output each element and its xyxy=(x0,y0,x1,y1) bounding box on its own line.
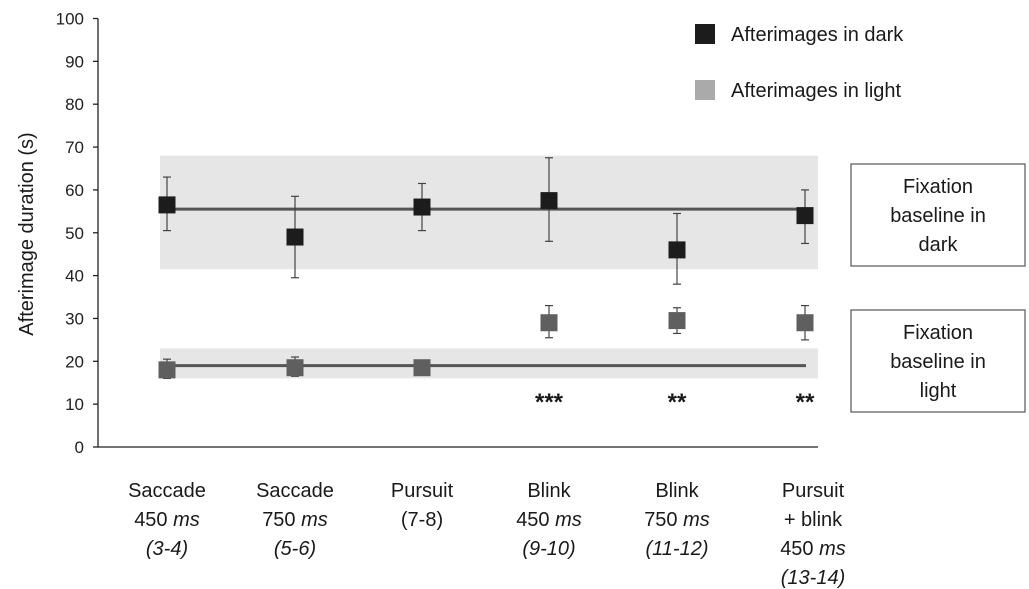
category-label-1-line-1: 750 ms xyxy=(262,509,328,531)
significance-annotations: *** ** ** xyxy=(535,389,815,416)
legend-swatch-1 xyxy=(695,80,715,100)
category-label-1-line-0: Saccade xyxy=(256,480,334,502)
baseline-box-1-line-2: light xyxy=(920,380,957,402)
category-label-italic: ms xyxy=(301,509,328,531)
marker-s0-c5 xyxy=(796,207,814,225)
marker-s1-c0 xyxy=(158,361,176,379)
marker-s1-c4 xyxy=(668,312,686,330)
legend-swatch-0 xyxy=(695,24,715,44)
y-tick-label-40: 40 xyxy=(65,267,84,286)
category-label-italic: ms xyxy=(173,509,200,531)
marker-s0-c1 xyxy=(286,228,304,246)
category-label-italic: ms xyxy=(683,509,710,531)
category-label-text: 450 xyxy=(516,509,555,531)
baseline-box-0-line-2: dark xyxy=(919,234,959,256)
category-label-italic: (13-14) xyxy=(781,567,845,589)
category-label-3-line-2: (9-10) xyxy=(522,538,575,560)
baseline-box-1 xyxy=(850,309,1026,413)
marker-s1-c1 xyxy=(286,359,304,377)
marker-s1-c3 xyxy=(540,314,558,332)
baseline-box-1-line-0: Fixation xyxy=(903,322,973,344)
significance-mark-2: ** xyxy=(796,389,815,416)
category-label-text: Pursuit xyxy=(782,480,845,502)
category-label-0-line-1: 450 ms xyxy=(134,509,200,531)
y-tick-label-80: 80 xyxy=(65,95,84,114)
category-label-text: 450 xyxy=(780,538,819,560)
category-label-0-line-2: (3-4) xyxy=(146,538,188,560)
baseline-box-0 xyxy=(850,163,1026,267)
marker-s1-c2 xyxy=(413,359,431,377)
legend-label-1: Afterimages in light xyxy=(731,80,902,102)
baseline-box-0-line-1: baseline in xyxy=(890,205,986,227)
category-label-text: + blink xyxy=(784,509,843,531)
category-label-text: 750 xyxy=(262,509,301,531)
category-label-text: 750 xyxy=(644,509,683,531)
baseline-box-0-line-0: Fixation xyxy=(903,176,973,198)
baseline-band-1 xyxy=(160,348,818,379)
category-label-3-line-0: Blink xyxy=(527,480,571,502)
axes: 0 10 20 30 40 50 60 70 80 90 100 xyxy=(56,10,818,457)
category-label-italic: ms xyxy=(819,538,846,560)
baseline-box-1-line-1: baseline in xyxy=(890,351,986,373)
category-label-italic: (3-4) xyxy=(146,538,188,560)
category-label-text: Blink xyxy=(655,480,699,502)
category-label-text: Pursuit xyxy=(391,480,454,502)
category-label-text: Saccade xyxy=(256,480,334,502)
y-tick-label-20: 20 xyxy=(65,352,84,371)
legend: Afterimages in dark Afterimages in light xyxy=(695,24,904,102)
y-tick-label-60: 60 xyxy=(65,181,84,200)
category-label-italic: (9-10) xyxy=(522,538,575,560)
y-axis-label: Afterimage duration (s) xyxy=(16,132,38,335)
category-label-5-line-1: + blink xyxy=(784,509,843,531)
category-label-text: (7-8) xyxy=(401,509,443,531)
y-tick-label-70: 70 xyxy=(65,138,84,157)
legend-label-0: Afterimages in dark xyxy=(731,24,904,46)
category-label-italic: ms xyxy=(555,509,582,531)
y-tick-label-90: 90 xyxy=(65,52,84,71)
category-label-4-line-0: Blink xyxy=(655,480,699,502)
significance-mark-0: *** xyxy=(535,389,564,416)
baseline-bands xyxy=(160,155,818,379)
y-tick-label-0: 0 xyxy=(75,438,84,457)
category-label-5-line-0: Pursuit xyxy=(782,480,845,502)
baseline-label-boxes: Fixation baseline in dark Fixation baseline … xyxy=(850,163,1026,413)
category-labels: Saccade 450 ms (3-4) Saccade 750 ms (5-6) Purs… xyxy=(128,480,846,589)
category-label-2-line-0: Pursuit xyxy=(391,480,454,502)
category-label-italic: (5-6) xyxy=(274,538,316,560)
category-label-1-line-2: (5-6) xyxy=(274,538,316,560)
category-label-italic: (11-12) xyxy=(646,538,709,560)
marker-s0-c0 xyxy=(158,196,176,214)
baseline-lines xyxy=(162,207,806,368)
category-label-5-line-3: (13-14) xyxy=(781,567,845,589)
y-tick-label-10: 10 xyxy=(65,395,84,414)
significance-mark-1: ** xyxy=(668,389,687,416)
marker-s0-c3 xyxy=(540,192,558,210)
marker-s0-c4 xyxy=(668,241,686,259)
category-label-0-line-0: Saccade xyxy=(128,480,206,502)
marker-s0-c2 xyxy=(413,198,431,216)
category-label-text: Saccade xyxy=(128,480,206,502)
marker-s1-c5 xyxy=(796,314,814,332)
category-label-4-line-2: (11-12) xyxy=(646,538,709,560)
y-tick-label-30: 30 xyxy=(65,309,84,328)
y-tick-label-100: 100 xyxy=(56,10,84,29)
data-markers xyxy=(158,192,814,379)
category-label-text: 450 xyxy=(134,509,173,531)
category-label-2-line-1: (7-8) xyxy=(401,509,443,531)
category-label-3-line-1: 450 ms xyxy=(516,509,582,531)
category-label-text: Blink xyxy=(527,480,571,502)
y-tick-label-50: 50 xyxy=(65,224,84,243)
category-label-5-line-2: 450 ms xyxy=(780,538,846,560)
baseline-band-0 xyxy=(160,155,818,270)
category-label-4-line-1: 750 ms xyxy=(644,509,710,531)
